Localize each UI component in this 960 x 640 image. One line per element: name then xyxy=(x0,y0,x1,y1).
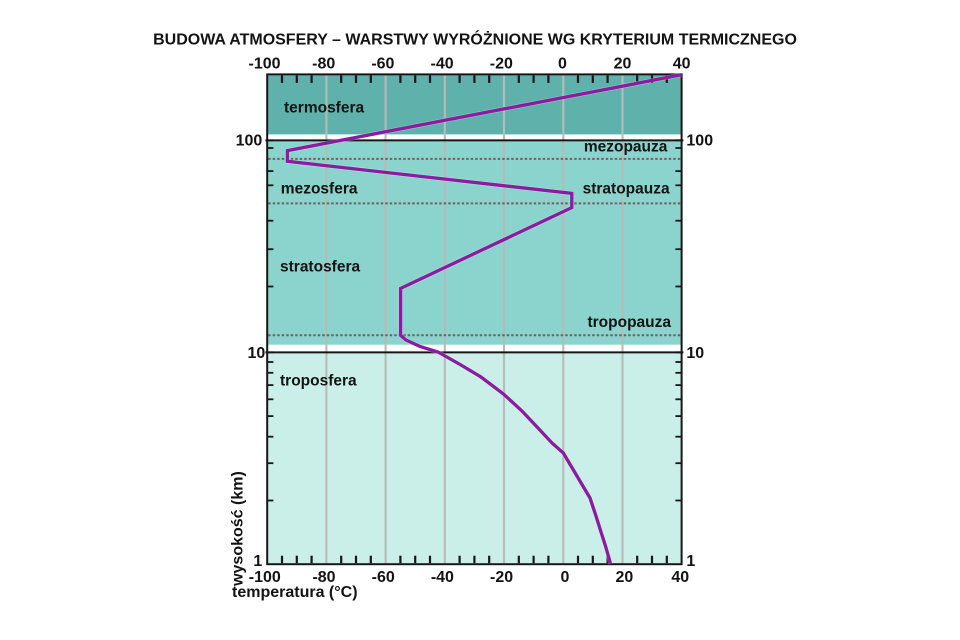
svg-text:-60: -60 xyxy=(371,56,394,73)
svg-text:100: 100 xyxy=(236,132,263,149)
svg-text:mezosfera: mezosfera xyxy=(281,181,358,198)
svg-text:termosfera: termosfera xyxy=(284,99,364,116)
svg-text:stratopauza: stratopauza xyxy=(583,181,670,198)
svg-text:40: 40 xyxy=(671,569,689,586)
svg-text:100: 100 xyxy=(686,132,713,149)
svg-text:-40: -40 xyxy=(431,56,454,73)
svg-text:BUDOWA ATMOSFERY – WARSTWY WYR: BUDOWA ATMOSFERY – WARSTWY WYRÓŻNIONE WG… xyxy=(153,29,797,48)
svg-text:10: 10 xyxy=(248,345,266,362)
svg-text:20: 20 xyxy=(614,56,632,73)
svg-text:troposfera: troposfera xyxy=(280,372,357,389)
svg-text:0: 0 xyxy=(558,56,567,73)
svg-text:mezopauza: mezopauza xyxy=(584,139,668,156)
svg-text:1: 1 xyxy=(253,553,262,570)
svg-text:1: 1 xyxy=(686,553,695,570)
svg-text:-40: -40 xyxy=(431,569,454,586)
svg-text:-20: -20 xyxy=(490,56,513,73)
svg-text:-60: -60 xyxy=(372,569,395,586)
svg-text:-100: -100 xyxy=(248,56,280,73)
svg-text:wysokość (km): wysokość (km) xyxy=(230,471,247,587)
svg-text:20: 20 xyxy=(616,569,634,586)
svg-text:-80: -80 xyxy=(312,569,335,586)
svg-text:10: 10 xyxy=(686,345,704,362)
svg-text:0: 0 xyxy=(561,569,570,586)
svg-text:stratosfera: stratosfera xyxy=(280,259,360,276)
svg-text:-20: -20 xyxy=(490,569,513,586)
svg-text:temperatura (°C): temperatura (°C) xyxy=(232,584,358,601)
svg-text:-100: -100 xyxy=(249,569,281,586)
svg-text:-80: -80 xyxy=(312,56,335,73)
svg-text:tropopauza: tropopauza xyxy=(587,314,671,331)
svg-text:40: 40 xyxy=(673,56,691,73)
